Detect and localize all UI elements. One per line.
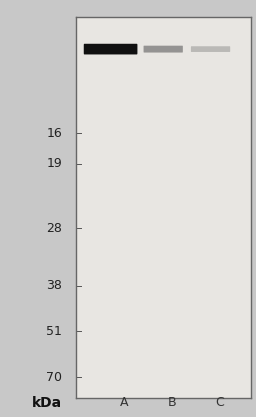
Text: A: A: [120, 396, 129, 409]
Text: 51: 51: [46, 325, 62, 338]
Text: C: C: [215, 396, 224, 409]
Text: kDa: kDa: [32, 397, 62, 410]
FancyBboxPatch shape: [191, 46, 230, 52]
Text: 28: 28: [46, 222, 62, 235]
Text: 70: 70: [46, 371, 62, 384]
Text: B: B: [168, 396, 176, 409]
Text: 16: 16: [46, 126, 62, 140]
FancyBboxPatch shape: [144, 46, 183, 53]
Text: 38: 38: [46, 279, 62, 292]
Text: 19: 19: [46, 157, 62, 170]
FancyBboxPatch shape: [84, 44, 137, 55]
